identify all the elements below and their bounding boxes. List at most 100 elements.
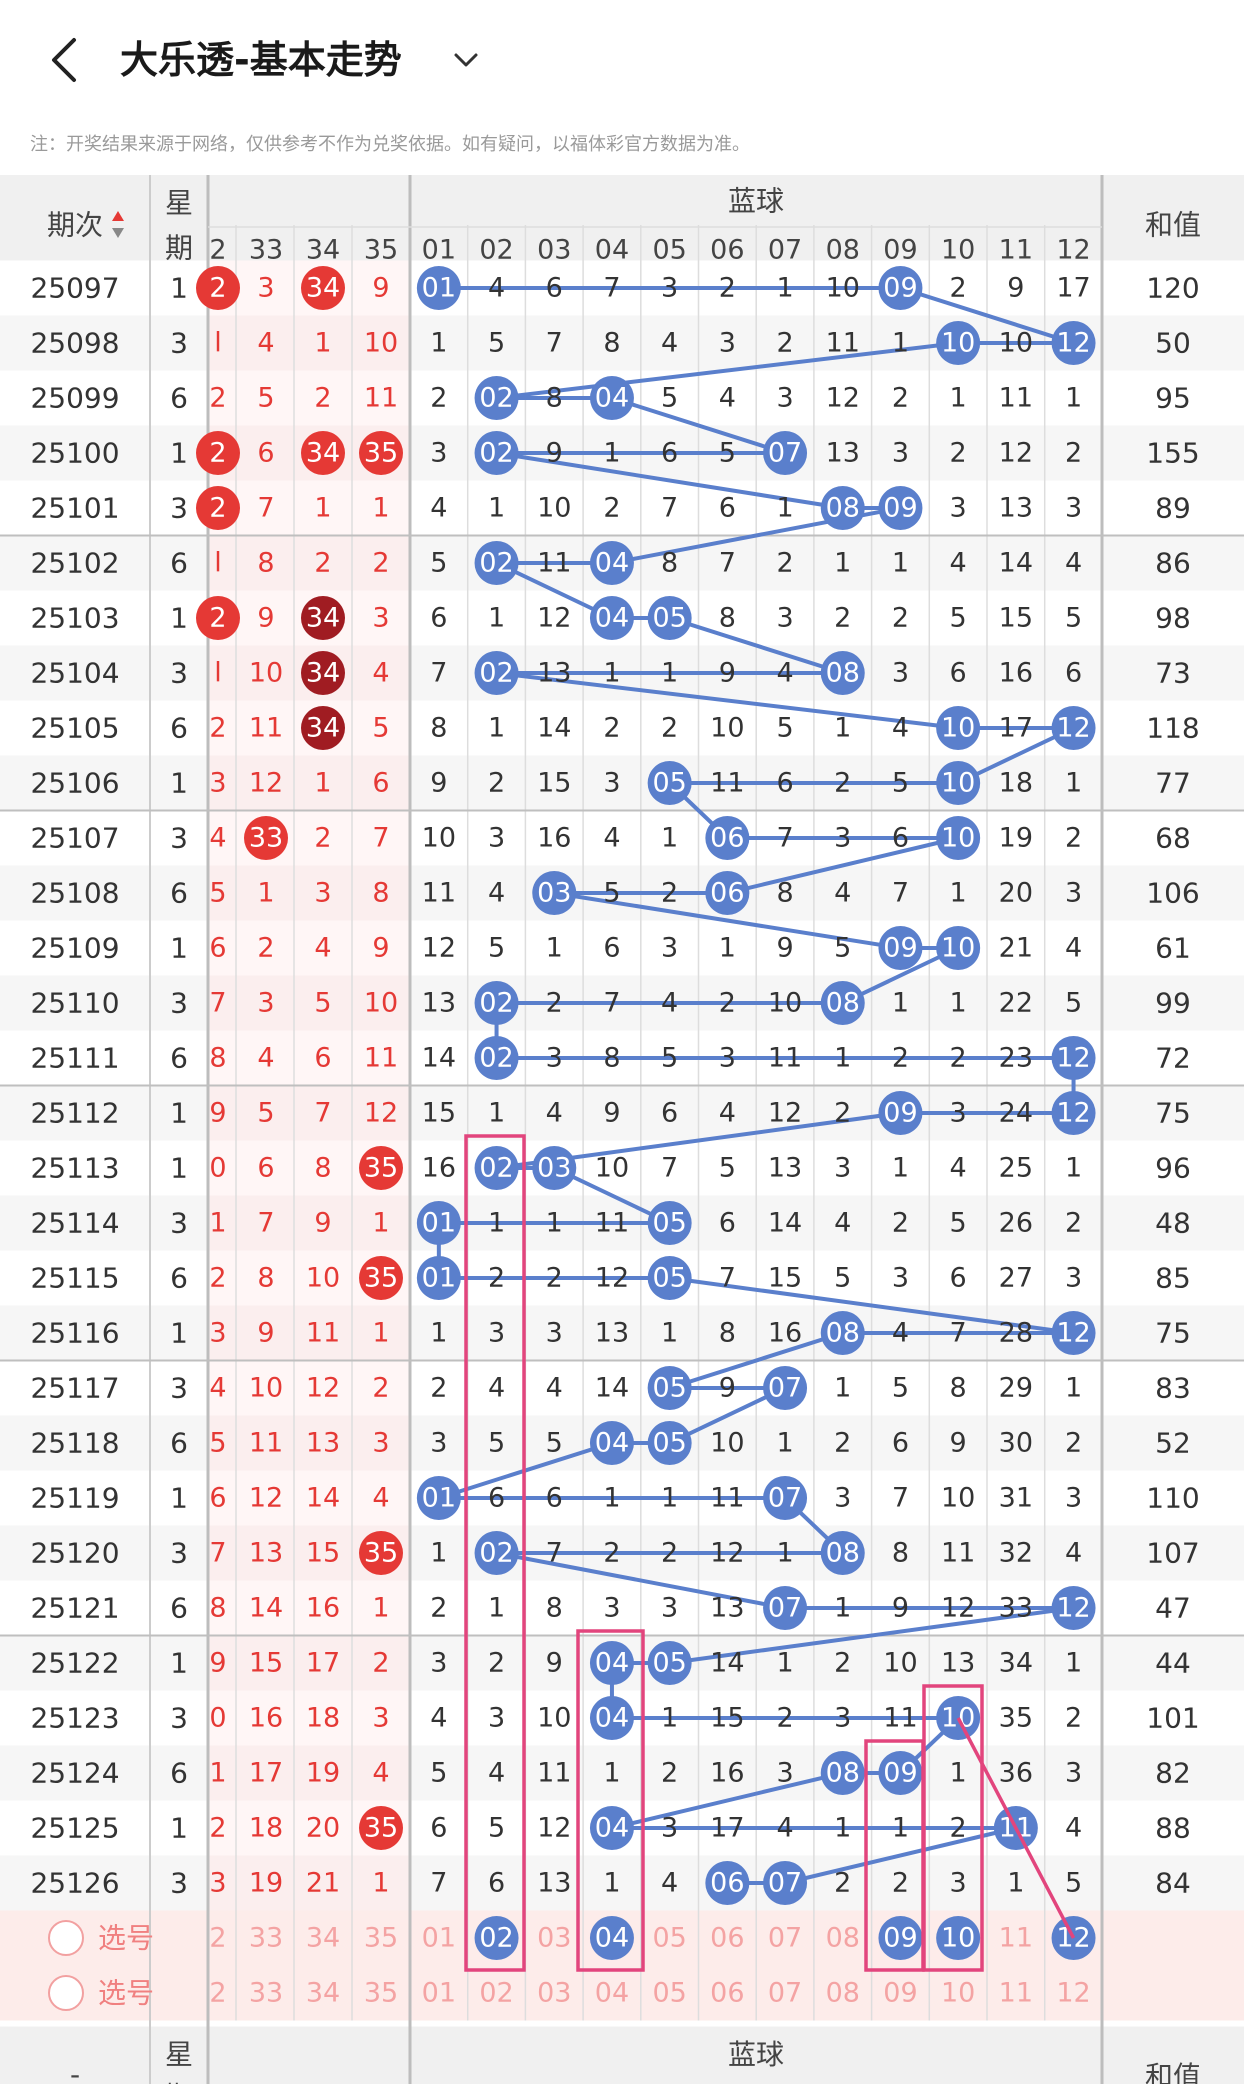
blue-miss-cell: 3	[1065, 878, 1082, 909]
select-blue-number[interactable]: 09	[883, 1923, 917, 1954]
blue-ball-number: 02	[479, 383, 513, 414]
select-blue-option[interactable]: 01	[422, 1978, 456, 2009]
select-blue-ball[interactable]	[474, 1916, 519, 1960]
red-ball	[196, 596, 240, 640]
select-blue-option[interactable]: 11	[999, 1978, 1033, 2009]
select-red-option[interactable]: 2	[209, 1923, 226, 1954]
back-arrow-icon[interactable]	[44, 36, 88, 84]
red-zone-bg	[208, 1305, 410, 1361]
select-blue-option[interactable]: 03	[537, 1978, 571, 2009]
sum-cell: 95	[1155, 382, 1191, 415]
app-header: 大乐透-基本走势	[0, 0, 1244, 125]
blue-ball	[820, 651, 865, 695]
blue-miss-cell: 11	[422, 878, 456, 909]
blue-miss-cell: 4	[834, 1208, 851, 1239]
select-label[interactable]: 选号	[98, 1977, 154, 2010]
red-ball	[301, 431, 345, 475]
select-blue-option[interactable]: 07	[768, 1978, 802, 2009]
select-blue-option[interactable]: 05	[652, 1978, 686, 2009]
red-miss-cell: 6	[372, 768, 389, 799]
red-miss-cell: 11	[364, 383, 398, 414]
blue-miss-cell: 13	[999, 493, 1033, 524]
sort-desc-icon[interactable]	[112, 228, 124, 238]
blue-miss-cell: 2	[661, 878, 678, 909]
blue-ball	[936, 706, 981, 750]
select-blue-option[interactable]: 04	[595, 1978, 629, 2009]
select-blue-option[interactable]: 09	[883, 1978, 917, 2009]
blue-miss-cell: 4	[430, 1703, 447, 1734]
blue-ball	[1051, 1036, 1096, 1080]
select-radio[interactable]	[48, 1975, 84, 2011]
blue-miss-cell: 3	[546, 1318, 563, 1349]
blue-miss-cell: 7	[892, 878, 909, 909]
blue-miss-cell: 6	[661, 438, 678, 469]
blue-miss-cell: 4	[546, 1098, 563, 1129]
period-cell: 25108	[30, 877, 119, 910]
red-miss-cell: 3	[257, 273, 274, 304]
blue-miss-cell: 1	[603, 1758, 620, 1789]
red-ball-number: 34	[306, 438, 340, 469]
select-red-option[interactable]: 35	[364, 1978, 398, 2009]
select-red-option[interactable]: 33	[249, 1978, 283, 2009]
select-blue-option[interactable]: 08	[826, 1923, 860, 1954]
select-blue-number[interactable]: 10	[941, 1923, 975, 1954]
red-miss-cell: 7	[209, 988, 226, 1019]
select-blue-option[interactable]: 02	[479, 1978, 513, 2009]
select-radio[interactable]	[48, 1920, 84, 1956]
red-miss-cell: 11	[364, 1043, 398, 1074]
blue-miss-cell: 1	[661, 823, 678, 854]
blue-miss-cell: 1	[892, 1153, 909, 1184]
blue-miss-cell: 4	[1065, 548, 1082, 579]
select-blue-option[interactable]: 12	[1056, 1978, 1090, 2009]
blue-ball-number: 05	[652, 1648, 686, 1679]
blue-miss-cell: 2	[603, 1538, 620, 1569]
blue-miss-cell: 3	[834, 1703, 851, 1734]
blue-miss-cell: 1	[488, 603, 505, 634]
select-blue-option[interactable]: 11	[999, 1923, 1033, 1954]
blue-miss-cell: 21	[999, 933, 1033, 964]
blue-miss-cell: 1	[546, 1208, 563, 1239]
column-header-blue-num: 04	[595, 235, 629, 266]
blue-miss-cell: 5	[719, 1153, 736, 1184]
sum-cell: 118	[1146, 712, 1199, 745]
blue-ball-number: 04	[595, 1648, 629, 1679]
select-label[interactable]: 选号	[98, 1922, 154, 1955]
select-blue-option[interactable]: 06	[710, 1923, 744, 1954]
select-blue-ball[interactable]	[589, 1916, 634, 1960]
blue-ball-number: 04	[595, 603, 629, 634]
period-cell: 25114	[30, 1207, 119, 1240]
blue-ball-number: 05	[652, 1208, 686, 1239]
period-cell: 25105	[30, 712, 119, 745]
period-cell: 25100	[30, 437, 119, 470]
select-blue-number[interactable]: 02	[479, 1923, 513, 1954]
blue-miss-cell: 1	[834, 1373, 851, 1404]
select-red-option[interactable]: 2	[209, 1978, 226, 2009]
blue-miss-cell: 10	[941, 1483, 975, 1514]
select-blue-option[interactable]: 06	[710, 1978, 744, 2009]
blue-miss-cell: 1	[776, 493, 793, 524]
select-blue-option[interactable]: 07	[768, 1923, 802, 1954]
select-blue-number[interactable]: 04	[595, 1923, 629, 1954]
weekday-cell: 3	[170, 492, 188, 525]
select-blue-option[interactable]: 03	[537, 1923, 571, 1954]
select-red-option[interactable]: 35	[364, 1923, 398, 1954]
select-blue-option[interactable]: 01	[422, 1923, 456, 1954]
sort-asc-icon[interactable]	[112, 211, 124, 221]
select-red-option[interactable]: 34	[306, 1978, 340, 2009]
blue-miss-cell: 5	[892, 768, 909, 799]
column-header-red: 34	[306, 235, 340, 266]
select-red-option[interactable]: 34	[306, 1923, 340, 1954]
select-blue-option[interactable]: 10	[941, 1978, 975, 2009]
select-blue-ball[interactable]	[878, 1916, 923, 1960]
red-zone-bg	[208, 370, 410, 426]
chevron-down-icon[interactable]	[452, 48, 480, 72]
blue-miss-cell: 13	[537, 1868, 571, 1899]
blue-miss-cell: 4	[892, 1318, 909, 1349]
blue-miss-cell: 7	[546, 328, 563, 359]
select-blue-option[interactable]: 05	[652, 1923, 686, 1954]
select-red-option[interactable]: 33	[249, 1923, 283, 1954]
select-blue-option[interactable]: 08	[826, 1978, 860, 2009]
blue-ball	[647, 1641, 692, 1685]
select-blue-ball[interactable]	[936, 1916, 981, 1960]
blue-ball-number: 10	[941, 823, 975, 854]
